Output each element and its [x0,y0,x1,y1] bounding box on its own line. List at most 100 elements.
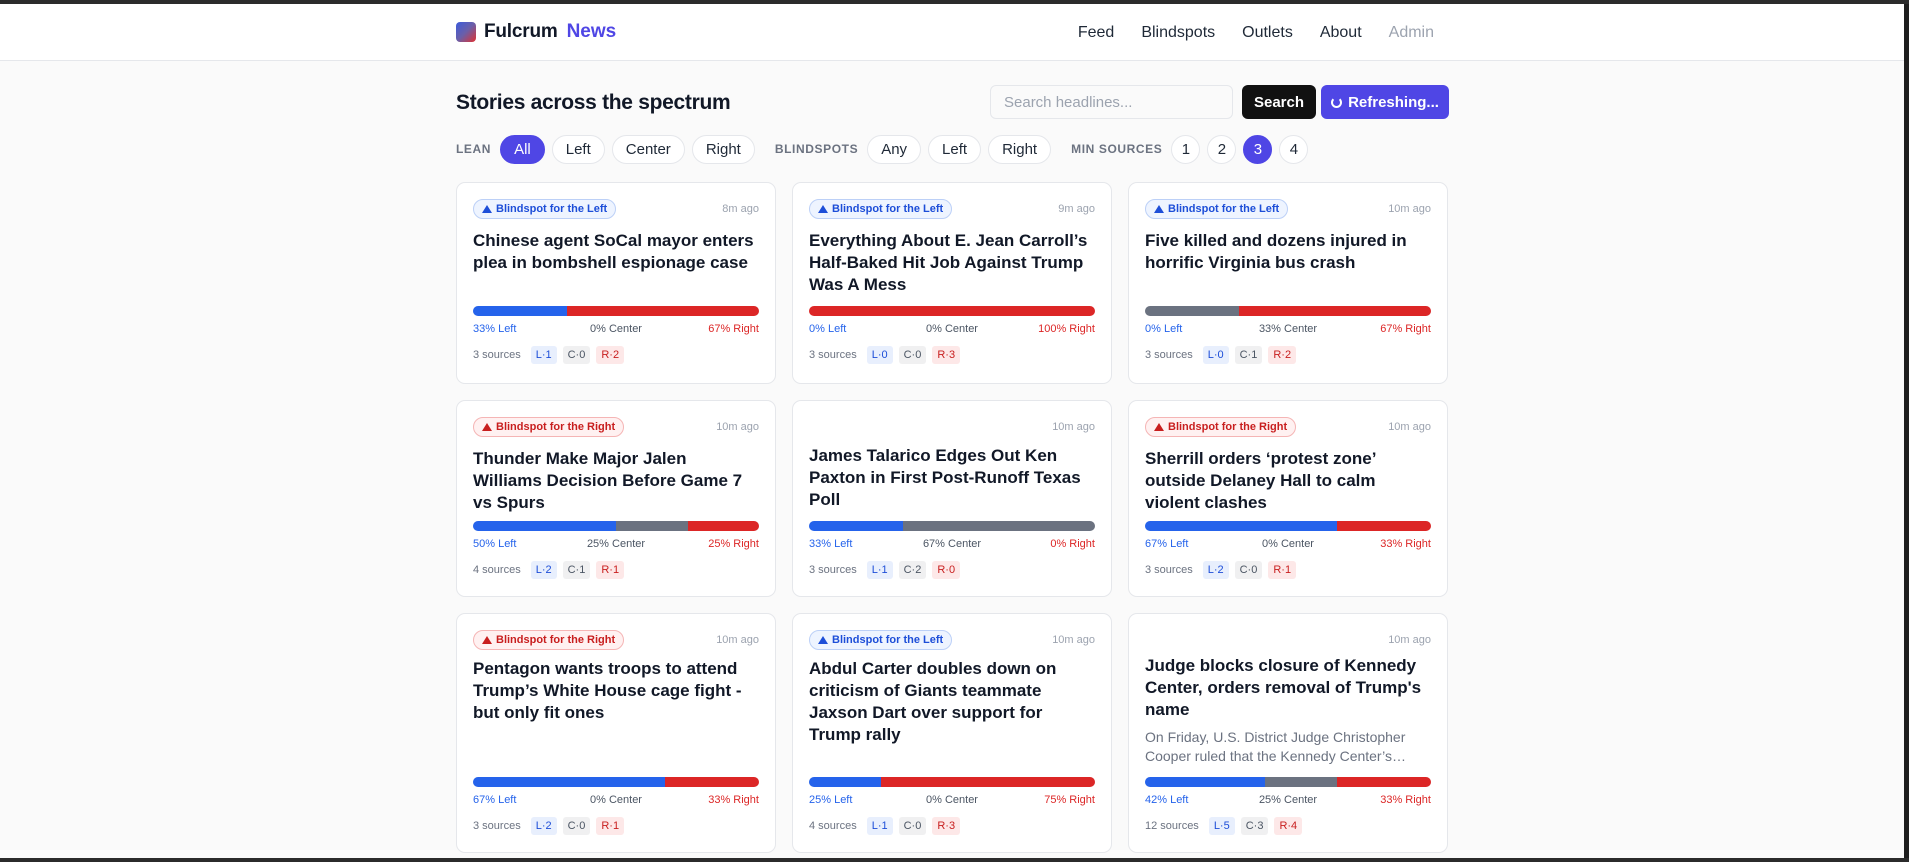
left-source-tag: L·1 [530,346,557,364]
blindspot-chip-right[interactable]: Right [988,134,1052,164]
bias-percentages: 42% Left 25% Center 33% Right [1145,794,1431,806]
refresh-label: Refreshing... [1348,93,1439,111]
blindspot-chip-any[interactable]: Any [867,134,922,164]
bias-distribution-bar [1145,306,1431,316]
story-time: 10m ago [1388,634,1431,646]
right-percent: 33% Right [1380,538,1431,550]
left-source-tag: L·2 [530,561,557,579]
center-source-tag: C·1 [562,561,591,579]
nav-feed[interactable]: Feed [1077,24,1115,41]
bias-bar-right-segment [664,777,759,787]
story-time: 8m ago [722,203,759,215]
bias-bar-right-segment [1336,521,1431,531]
left-percent: 42% Left [1145,794,1189,806]
blindspot-badge-label: Blindspot for the Right [496,634,616,646]
source-counts: 3 sources L·2 C·0 R·1 [473,817,625,835]
right-percent: 0% Right [1050,538,1095,550]
lean-chip-right[interactable]: Right [691,134,755,164]
source-total: 4 sources [809,820,857,832]
top-navbar: Fulcrum News Feed Blindspots Outlets Abo… [0,4,1904,61]
lean-chip-left[interactable]: Left [551,134,605,164]
min-sources-chip-2[interactable]: 2 [1207,134,1237,164]
warning-icon [482,636,492,644]
window-scrollbar[interactable] [1904,4,1909,858]
story-card[interactable]: 10m ago James Talarico Edges Out Ken Pax… [792,400,1112,597]
story-card[interactable]: Blindspot for the Left 9m ago Everything… [792,182,1112,384]
refresh-button[interactable]: Refreshing... [1321,85,1449,119]
story-card[interactable]: Blindspot for the Right 10m ago Pentagon… [456,613,776,853]
bias-distribution-bar [809,777,1095,787]
warning-icon [818,636,828,644]
right-source-tag: R·3 [932,346,961,364]
nav-blindspots[interactable]: Blindspots [1141,24,1216,41]
lean-chip-all[interactable]: All [500,134,545,164]
blindspot-badge-label: Blindspot for the Left [832,203,944,215]
source-total: 3 sources [473,349,521,361]
story-title[interactable]: Pentagon wants troops to attend Trump’s … [473,659,742,722]
brand-accent: News [566,21,617,42]
story-card[interactable]: Blindspot for the Left 10m ago Five kill… [1128,182,1448,384]
story-card[interactable]: Blindspot for the Right 10m ago Sherrill… [1128,400,1448,597]
bias-bar-left-segment [473,521,616,531]
story-title[interactable]: James Talarico Edges Out Ken Paxton in F… [809,446,1081,509]
center-source-tag: C·0 [898,817,927,835]
story-title[interactable]: Sherrill orders ‘protest zone’ outside D… [1145,449,1376,512]
search-button[interactable]: Search [1242,85,1316,119]
source-total: 4 sources [473,564,521,576]
bias-bar-right-segment [567,306,759,316]
source-counts: 3 sources L·0 C·1 R·2 [1145,346,1297,364]
source-total: 12 sources [1145,820,1199,832]
story-title[interactable]: Thunder Make Major Jalen Williams Decisi… [473,449,743,512]
story-title[interactable]: Judge blocks closure of Kennedy Center, … [1145,656,1422,719]
source-total: 3 sources [473,820,521,832]
center-percent: 0% Center [590,794,642,806]
right-source-tag: R·2 [1268,346,1297,364]
refresh-spinner-icon [1331,96,1343,108]
min-sources-chip-3[interactable]: 3 [1243,134,1273,164]
right-percent: 33% Right [1380,794,1431,806]
lean-chip-center[interactable]: Center [611,134,685,164]
blindspot-badge: Blindspot for the Left [1145,199,1289,219]
warning-icon [818,205,828,213]
center-source-tag: C·0 [1234,561,1263,579]
story-title[interactable]: Abdul Carter doubles down on criticism o… [809,659,1057,744]
story-summary: On Friday, U.S. District Judge Christoph… [1145,729,1406,764]
story-card[interactable]: Blindspot for the Left 8m ago Chinese ag… [456,182,776,384]
blindspot-badge: Blindspot for the Right [473,630,625,650]
story-card[interactable]: Blindspot for the Right 10m ago Thunder … [456,400,776,597]
bias-bar-left-segment [1145,777,1266,787]
story-title[interactable]: Everything About E. Jean Carroll’s Half-… [809,231,1088,294]
source-counts: 3 sources L·1 C·2 R·0 [809,561,961,579]
bias-distribution-bar [1145,777,1431,787]
story-title[interactable]: Five killed and dozens injured in horrif… [1145,231,1407,272]
bias-percentages: 25% Left 0% Center 75% Right [809,794,1095,806]
filter-bar: LEAN All Left Center Right BLINDSPOTS An… [456,134,1315,164]
warning-icon [482,205,492,213]
center-source-tag: C·0 [562,346,591,364]
right-source-tag: R·1 [596,561,625,579]
left-percent: 25% Left [809,794,853,806]
nav-admin[interactable]: Admin [1388,24,1434,41]
story-title[interactable]: Chinese agent SoCal mayor enters plea in… [473,231,754,272]
source-total: 3 sources [1145,564,1193,576]
brand-logo[interactable]: Fulcrum News [456,21,616,43]
center-percent: 25% Center [1258,794,1318,806]
left-percent: 50% Left [473,538,517,550]
nav-about[interactable]: About [1319,24,1362,41]
min-sources-filter-label: MIN SOURCES [1071,142,1163,156]
story-card[interactable]: Blindspot for the Left 10m ago Abdul Car… [792,613,1112,853]
search-input[interactable] [990,85,1233,119]
bias-bar-center-segment [1145,306,1240,316]
blindspot-chip-left[interactable]: Left [928,134,982,164]
center-percent: 0% Center [926,323,978,335]
bias-percentages: 67% Left 0% Center 33% Right [1145,538,1431,550]
min-sources-chip-4[interactable]: 4 [1279,134,1309,164]
blindspot-badge: Blindspot for the Right [1145,417,1297,437]
blindspot-badge-label: Blindspot for the Left [496,203,608,215]
min-sources-chip-1[interactable]: 1 [1171,134,1201,164]
nav-outlets[interactable]: Outlets [1242,24,1293,41]
left-source-tag: L·1 [866,561,893,579]
story-time: 10m ago [1052,634,1095,646]
center-percent: 0% Center [590,323,642,335]
story-card[interactable]: 10m ago Judge blocks closure of Kennedy … [1128,613,1448,853]
